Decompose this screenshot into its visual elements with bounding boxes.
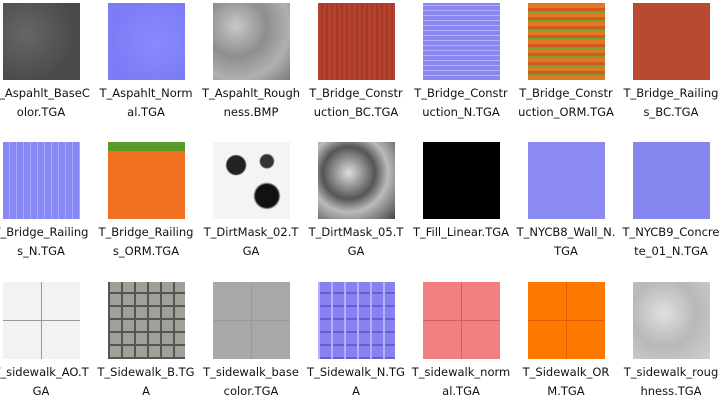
file-item[interactable]: T_Sidewalk_B.TGA	[94, 282, 199, 405]
thumbnail	[633, 3, 710, 80]
file-item[interactable]: T_Bridge_Railings_ORM.TGA	[94, 142, 199, 282]
file-item[interactable]: T_Bridge_Construction_N.TGA	[409, 3, 514, 143]
thumbnail	[528, 142, 605, 219]
file-name: T_Bridge_Railings_BC.TGA	[623, 86, 719, 119]
file-item[interactable]: T_sidewalk_AO.TGA	[0, 282, 94, 405]
file-item[interactable]: T_Aspahlt_Normal.TGA	[94, 3, 199, 143]
thumbnail	[108, 142, 185, 219]
file-name: T_DirtMask_05.TGA	[308, 225, 404, 258]
thumbnail	[423, 3, 500, 80]
file-item[interactable]: T_Bridge_Railings_N.TGA	[0, 142, 94, 282]
file-item[interactable]: T_Sidewalk_N.TGA	[304, 282, 409, 405]
thumbnail	[528, 3, 605, 80]
file-item[interactable]: T_DirtMask_05.TGA	[304, 142, 409, 282]
file-item[interactable]: T_NYCB8_Wall_N.TGA	[514, 142, 619, 282]
file-name: T_Sidewalk_N.TGA	[307, 365, 405, 398]
thumbnail	[213, 282, 290, 359]
file-item[interactable]: T_Bridge_Construction_ORM.TGA	[514, 3, 619, 143]
file-item[interactable]: T_sidewalk_normal.TGA	[409, 282, 514, 405]
file-name: T_Aspahlt_Normal.TGA	[99, 86, 193, 119]
thumbnail	[3, 142, 80, 219]
file-name: T_Sidewalk_ORM.TGA	[522, 365, 610, 398]
file-name: T_Bridge_Construction_N.TGA	[414, 86, 508, 119]
thumbnail	[318, 282, 395, 359]
file-item[interactable]: T_Sidewalk_ORM.TGA	[514, 282, 619, 405]
thumbnail	[423, 282, 500, 359]
file-name: T_Bridge_Construction_ORM.TGA	[518, 86, 614, 119]
thumbnail	[423, 142, 500, 219]
file-name: T_Sidewalk_B.TGA	[97, 365, 195, 398]
file-name: T_sidewalk_roughness.TGA	[623, 365, 719, 398]
file-item[interactable]: T_sidewalk_roughness.TGA	[619, 282, 720, 405]
thumbnail	[3, 3, 80, 80]
file-name: T_sidewalk_normal.TGA	[411, 365, 511, 398]
thumbnail	[318, 142, 395, 219]
file-name: T_Bridge_Railings_N.TGA	[0, 225, 89, 258]
file-item[interactable]: T_Aspahlt_BaseColor.TGA	[0, 3, 94, 143]
file-name: T_Bridge_Construction_BC.TGA	[309, 86, 403, 119]
file-item[interactable]: T_Aspahlt_Roughness.BMP	[199, 3, 304, 143]
file-name: T_DirtMask_02.TGA	[203, 225, 299, 258]
thumbnail	[108, 3, 185, 80]
thumbnail	[3, 282, 80, 359]
file-item[interactable]: T_Fill_Linear.TGA	[409, 142, 514, 282]
file-name: T_NYCB8_Wall_N.TGA	[516, 225, 616, 258]
file-name: T_Aspahlt_Roughness.BMP	[201, 86, 301, 119]
thumbnail	[633, 282, 710, 359]
file-name: T_NYCB9_Concrete_01_N.TGA	[622, 225, 720, 258]
file-name: T_Bridge_Railings_ORM.TGA	[98, 225, 194, 258]
thumbnail	[213, 3, 290, 80]
thumbnail	[318, 3, 395, 80]
thumbnail	[633, 142, 710, 219]
file-item[interactable]: T_DirtMask_02.TGA	[199, 142, 304, 282]
thumbnail	[213, 142, 290, 219]
file-item[interactable]: T_NYCB9_Concrete_01_N.TGA	[619, 142, 720, 282]
file-name: T_sidewalk_AO.TGA	[0, 365, 89, 398]
thumbnail	[108, 282, 185, 359]
file-item[interactable]: T_sidewalk_basecolor.TGA	[199, 282, 304, 405]
file-name: T_Aspahlt_BaseColor.TGA	[0, 86, 90, 119]
file-item[interactable]: T_Bridge_Railings_BC.TGA	[619, 3, 720, 143]
thumbnail	[528, 282, 605, 359]
file-item[interactable]: T_Bridge_Construction_BC.TGA	[304, 3, 409, 143]
file-name: T_sidewalk_basecolor.TGA	[203, 365, 299, 398]
file-name: T_Fill_Linear.TGA	[412, 225, 510, 239]
